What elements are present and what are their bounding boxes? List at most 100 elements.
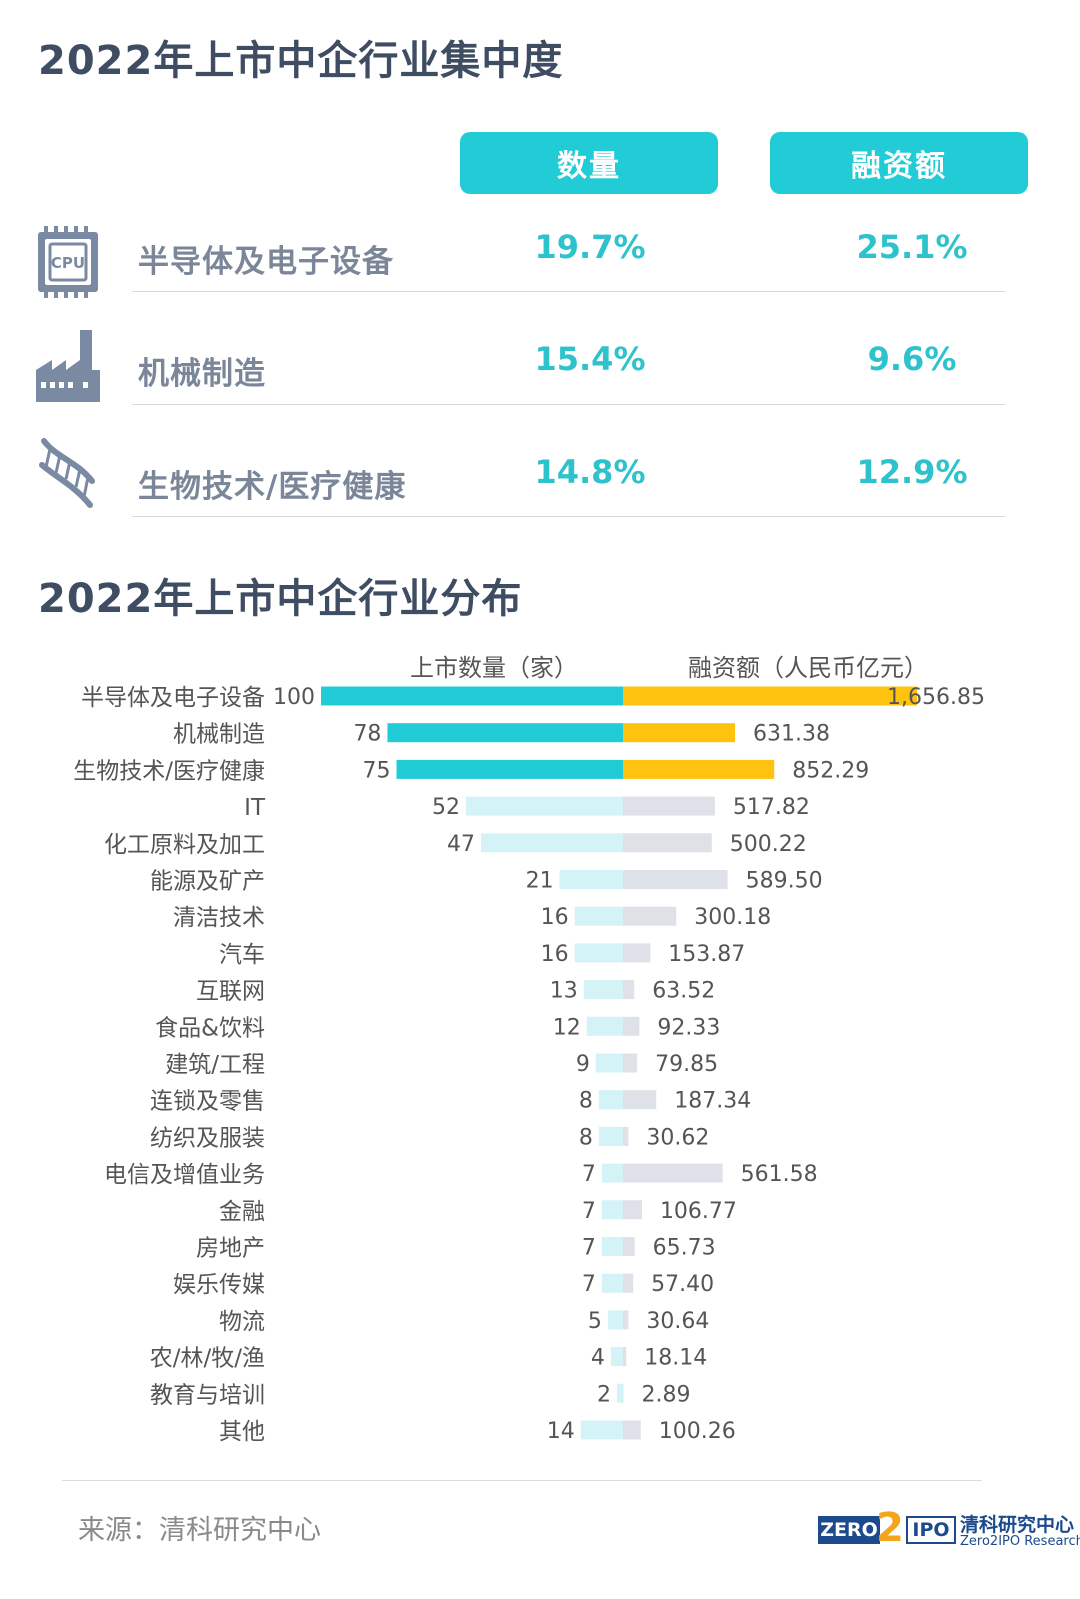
category-label: 生物技术/医疗健康	[73, 758, 265, 784]
funding-bar	[623, 833, 712, 853]
category-label: 电信及增值业务	[104, 1162, 265, 1188]
funding-value-label: 561.58	[741, 1162, 818, 1187]
category-label: 半导体及电子设备	[81, 685, 265, 711]
svg-text:CPU: CPU	[51, 254, 85, 272]
summary-label: 半导体及电子设备	[138, 244, 394, 280]
category-label: 物流	[219, 1309, 265, 1335]
count-bar	[574, 906, 623, 926]
funding-bar	[623, 723, 736, 743]
logo-english-name: Zero2IPO Research	[960, 1534, 1080, 1549]
count-value-label: 14	[547, 1419, 575, 1444]
cpu-icon: CPU	[38, 226, 98, 298]
count-value-label: 12	[553, 1015, 581, 1040]
category-label: 连锁及零售	[150, 1089, 265, 1115]
funding-bar	[623, 980, 635, 1000]
count-bar	[465, 796, 623, 816]
funding-value-label: 589.50	[746, 869, 823, 894]
funding-bar	[623, 1163, 723, 1183]
concentration-title: 2022年上市中企行业集中度	[38, 38, 564, 84]
category-label: 房地产	[196, 1236, 265, 1262]
category-label: 汽车	[219, 942, 265, 968]
category-label: 农/林/牧/渔	[150, 1346, 265, 1372]
count-value-label: 7	[582, 1272, 596, 1297]
funding-bar	[623, 1237, 635, 1256]
funding-value-label: 30.62	[646, 1125, 709, 1150]
funding-bar	[623, 686, 917, 706]
count-bar	[321, 686, 623, 706]
category-label: IT	[244, 795, 266, 821]
funding-value-label: 65.73	[653, 1236, 716, 1261]
count-bar	[481, 833, 623, 853]
funding-share-value: 9.6%	[867, 340, 957, 378]
funding-value-label: 100.26	[659, 1419, 736, 1444]
summary-label: 生物技术/医疗健康	[138, 469, 407, 505]
count-share-value: 15.4%	[534, 340, 646, 378]
count-value-label: 47	[447, 832, 475, 857]
funding-value-label: 57.40	[651, 1272, 714, 1297]
count-bar	[595, 1053, 623, 1073]
funding-share-value: 25.1%	[856, 228, 968, 266]
factory-icon	[36, 330, 100, 402]
funding-bar	[623, 1310, 629, 1330]
summary-row-machinery: 机械制造 15.4% 9.6%	[0, 330, 1080, 440]
count-bar	[586, 1016, 623, 1036]
row-divider	[132, 516, 1005, 517]
count-value-label: 100	[273, 685, 315, 710]
funding-value-label: 30.64	[646, 1309, 709, 1334]
summary-label: 机械制造	[138, 356, 266, 392]
category-label: 食品&饮料	[155, 1015, 265, 1041]
summary-row-semiconductor: CPU 半导体及电子设备 19.7% 25.1%	[0, 218, 1080, 328]
row-divider	[132, 291, 1005, 292]
count-bar	[580, 1420, 623, 1440]
count-share-value: 14.8%	[534, 453, 646, 491]
logo-ipo: IPO	[906, 1516, 956, 1544]
count-bar	[607, 1310, 623, 1330]
count-value-label: 7	[582, 1236, 596, 1261]
count-bar	[616, 1383, 623, 1403]
count-bar	[559, 870, 623, 889]
funding-value-label: 18.14	[644, 1346, 707, 1371]
funding-value-label: 300.18	[694, 905, 771, 930]
count-value-label: 8	[579, 1125, 593, 1150]
count-value-label: 21	[526, 869, 554, 894]
zero2ipo-logo: ZERO 2 IPO 清科研究中心 Zero2IPO Research	[818, 1505, 1080, 1556]
count-bar	[601, 1273, 623, 1293]
funding-bar	[623, 1420, 641, 1440]
dna-icon	[39, 438, 95, 508]
count-bar	[598, 1090, 623, 1110]
category-label: 其他	[219, 1419, 265, 1445]
logo-two: 2	[876, 1505, 904, 1551]
count-bar	[396, 759, 623, 779]
distribution-title: 2022年上市中企行业分布	[38, 576, 523, 622]
footer-divider	[62, 1480, 982, 1481]
count-bar	[601, 1200, 623, 1220]
funding-header: 融资额	[770, 132, 1028, 194]
category-label: 娱乐传媒	[173, 1272, 265, 1298]
count-value-label: 5	[588, 1309, 602, 1334]
count-bar	[574, 943, 623, 963]
funding-value-label: 153.87	[668, 942, 745, 967]
funding-bar	[623, 759, 775, 779]
funding-bar	[623, 1053, 638, 1073]
count-value-label: 75	[363, 758, 391, 783]
funding-value-label: 92.33	[657, 1015, 720, 1040]
funding-value-label: 2.89	[642, 1382, 691, 1407]
category-label: 能源及矿产	[150, 869, 265, 895]
count-value-label: 16	[541, 905, 569, 930]
count-value-label: 78	[353, 722, 381, 747]
count-bar	[598, 1126, 623, 1146]
category-label: 教育与培训	[150, 1382, 265, 1408]
count-value-label: 7	[582, 1199, 596, 1224]
count-bar	[387, 723, 623, 743]
funding-bar	[623, 906, 677, 926]
funding-value-label: 106.77	[660, 1199, 737, 1224]
funding-bar	[623, 1347, 627, 1367]
count-value-label: 8	[579, 1089, 593, 1114]
count-value-label: 2	[597, 1382, 611, 1407]
funding-value-label: 187.34	[674, 1089, 751, 1114]
count-value-label: 4	[591, 1346, 605, 1371]
funding-bar	[623, 1273, 634, 1293]
logo-chinese-name: 清科研究中心	[960, 1514, 1075, 1536]
funding-value-label: 852.29	[792, 758, 869, 783]
category-label: 纺织及服装	[150, 1125, 265, 1151]
